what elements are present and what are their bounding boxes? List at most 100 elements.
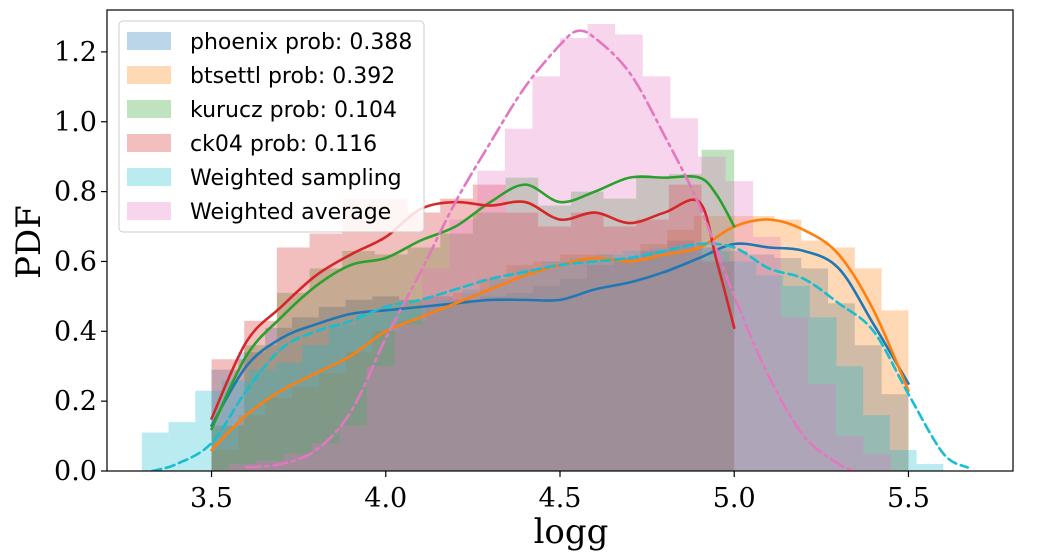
hist-bar	[636, 219, 669, 471]
hist-bar	[596, 254, 623, 471]
hist-bar	[425, 296, 453, 471]
hist-bar	[613, 257, 641, 471]
y-tick-label: 0.6	[54, 246, 97, 277]
hist-bar	[435, 299, 463, 471]
hist-bar	[586, 264, 614, 471]
y-tick-label: 1.2	[54, 37, 97, 68]
hist-bar	[668, 184, 702, 471]
hist-bar	[532, 76, 560, 471]
x-tick-label: 5.0	[713, 483, 756, 514]
hist-bar	[783, 285, 810, 471]
hist-bar	[342, 198, 375, 471]
hist-bar	[462, 289, 490, 471]
hist-bar	[452, 299, 480, 471]
hist-bar	[863, 453, 892, 471]
hist-bar	[603, 226, 637, 471]
hist-bar	[256, 460, 285, 471]
hist-bar	[889, 450, 917, 471]
hist-bar	[440, 198, 473, 471]
hist-bar	[244, 345, 277, 471]
hist-bar	[449, 219, 478, 471]
y-axis-label: PDF	[9, 205, 49, 279]
x-tick-label: 5.5	[887, 483, 930, 514]
hist-bar	[560, 278, 587, 471]
hist-bar	[720, 250, 748, 471]
legend-swatch	[127, 202, 171, 220]
hist-bar	[560, 37, 588, 471]
legend-swatch	[127, 66, 171, 84]
hist-bar	[311, 443, 340, 471]
hist-bar	[472, 212, 506, 471]
hist-bar	[399, 320, 426, 471]
y-tick-label: 0.0	[54, 456, 97, 487]
x-axis-label: logg	[534, 512, 609, 552]
legend-label: Weighted average	[190, 200, 391, 225]
legend-label: kurucz prob: 0.104	[190, 98, 397, 123]
legend-label: ck04 prob: 0.116	[190, 132, 377, 157]
hist-bar	[425, 306, 453, 471]
legend-swatch	[127, 32, 171, 50]
hist-bar	[538, 205, 571, 471]
hist-bar	[916, 464, 944, 471]
hist-bar	[422, 268, 450, 471]
legend-item: btsettl prob: 0.392	[127, 64, 395, 89]
legend-swatch	[127, 168, 171, 186]
hist-bar	[828, 303, 855, 471]
hist-bar	[479, 278, 507, 471]
hist-bar	[328, 324, 356, 471]
hist-bar	[702, 247, 730, 471]
hist-bar	[342, 250, 375, 471]
kde-weighted-sampling	[151, 242, 969, 471]
hist-bar	[228, 464, 257, 471]
hist-bar	[472, 184, 506, 471]
hist-bar	[515, 268, 543, 471]
legend: phoenix prob: 0.388 btsettl prob: 0.392 ku…	[118, 20, 425, 233]
hist-bar	[276, 292, 310, 471]
hist-bar	[881, 394, 909, 471]
hist-bar	[560, 254, 587, 471]
hist-bar	[676, 243, 703, 471]
hist-bar	[668, 174, 702, 471]
hist-bar	[407, 247, 441, 471]
hist-bar	[533, 285, 560, 471]
hist-bar	[533, 261, 560, 471]
hist-bar	[489, 278, 516, 471]
legend-item: Weighted average	[127, 200, 391, 225]
hist-bar	[854, 345, 882, 471]
hist-bar	[407, 212, 441, 471]
hist-bar	[640, 243, 668, 471]
x-tick-label: 4.5	[539, 483, 582, 514]
kde-weighted-average	[245, 29, 858, 471]
hist-bar	[836, 366, 864, 471]
hist-bar	[141, 432, 169, 471]
hist-bar	[339, 425, 367, 471]
hist-bar	[506, 292, 534, 471]
y-tick-label: 0.8	[54, 177, 97, 208]
hist-bar	[615, 34, 643, 471]
legend-item: ck04 prob: 0.116	[127, 132, 377, 157]
legend-label: Weighted sampling	[190, 166, 402, 191]
hist-bar	[505, 212, 539, 471]
hist-bar	[542, 261, 570, 471]
hist-bar	[694, 247, 721, 471]
hist-bar	[265, 397, 292, 471]
legend-item: kurucz prob: 0.104	[127, 98, 397, 123]
hist-bar	[366, 366, 395, 471]
hist-bar	[774, 257, 802, 471]
hist-bar	[863, 415, 890, 471]
legend-item: phoenix prob: 0.388	[127, 30, 412, 55]
kde-ck04-prob-0-116	[210, 198, 736, 420]
hist-bar	[670, 118, 698, 471]
legend-frame	[118, 20, 425, 233]
plot-marks	[141, 23, 969, 471]
hist-bar	[808, 383, 836, 471]
hist-bar	[701, 261, 735, 471]
hist-bar	[587, 23, 616, 471]
x-tick-label: 3.5	[190, 483, 233, 514]
hist-bar	[372, 331, 400, 471]
plot-area	[141, 23, 969, 471]
hist-bar	[774, 219, 802, 471]
hist-bar	[372, 296, 400, 471]
hist-bar	[318, 373, 346, 471]
